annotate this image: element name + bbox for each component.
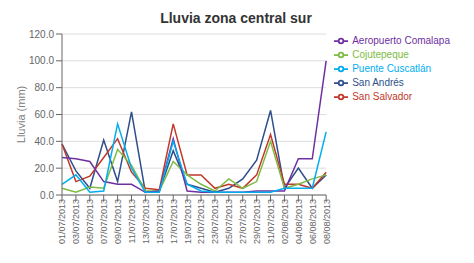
- svg-text:31/07/2013: 31/07/2013: [266, 199, 276, 244]
- svg-text:100.0: 100.0: [29, 55, 54, 66]
- svg-text:23/07/2013: 23/07/2013: [210, 199, 220, 244]
- svg-text:09/07/2013: 09/07/2013: [113, 199, 123, 244]
- html-text:San Salvador: San Salvador: [352, 90, 413, 102]
- svg-text:120.0: 120.0: [29, 29, 54, 40]
- html-text:San Andrés: San Andrés: [352, 76, 404, 88]
- svg-text:80.0: 80.0: [35, 82, 55, 93]
- svg-text:25/07/2013: 25/07/2013: [224, 199, 234, 244]
- svg-text:02/08/2013: 02/08/2013: [280, 199, 290, 244]
- svg-text:17/07/2013: 17/07/2013: [169, 199, 179, 244]
- svg-text:07/07/2013: 07/07/2013: [99, 199, 109, 244]
- svg-text:20.0: 20.0: [35, 163, 55, 174]
- svg-text:21/07/2013: 21/07/2013: [196, 199, 206, 244]
- svg-text:40.0: 40.0: [35, 136, 55, 147]
- svg-text:01/07/2013: 01/07/2013: [57, 199, 67, 244]
- svg-text:15/07/2013: 15/07/2013: [155, 199, 165, 244]
- svg-text:60.0: 60.0: [35, 109, 55, 120]
- svg-text:13/07/2013: 13/07/2013: [141, 199, 151, 244]
- html-text:Cojutepeque: Cojutepeque: [352, 48, 409, 60]
- html-text:Puente Cuscatlán: Puente Cuscatlán: [352, 62, 432, 74]
- svg-text:03/07/2013: 03/07/2013: [71, 199, 81, 244]
- svg-text:06/08/2013: 06/08/2013: [308, 199, 318, 244]
- html-text:Lluvia zona central sur: Lluvia zona central sur: [160, 10, 312, 26]
- svg-text:08/08/2013: 08/08/2013: [322, 199, 332, 244]
- html-text:Aeropuerto Comalapa: Aeropuerto Comalapa: [352, 34, 450, 46]
- svg-text:0.0: 0.0: [40, 190, 54, 201]
- svg-text:11/07/2013: 11/07/2013: [127, 199, 137, 243]
- svg-text:Lluvia (mm): Lluvia (mm): [15, 86, 27, 143]
- svg-text:19/07/2013: 19/07/2013: [183, 199, 193, 244]
- svg-text:29/07/2013: 29/07/2013: [252, 199, 262, 244]
- svg-text:04/08/2013: 04/08/2013: [294, 199, 304, 244]
- svg-text:05/07/2013: 05/07/2013: [85, 199, 95, 244]
- svg-text:27/07/2013: 27/07/2013: [238, 199, 248, 244]
